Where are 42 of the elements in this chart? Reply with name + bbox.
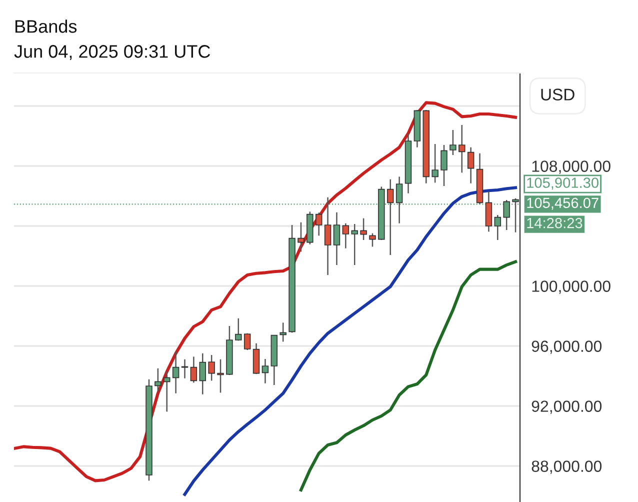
line-series xyxy=(299,260,518,492)
line-series xyxy=(183,186,518,496)
candlestick xyxy=(252,342,260,375)
candlestick xyxy=(458,124,466,174)
candlestick xyxy=(154,368,162,392)
candlestick xyxy=(164,370,170,412)
candlestick xyxy=(172,351,180,394)
candlestick xyxy=(485,191,492,232)
candlestick xyxy=(494,214,502,241)
text: 105,901.30 xyxy=(527,178,598,190)
candlestick xyxy=(199,352,206,395)
candlestick xyxy=(262,358,269,384)
candlestick xyxy=(315,212,322,236)
candlestick xyxy=(324,196,332,276)
candlestick xyxy=(342,222,350,249)
candlestick xyxy=(360,218,367,241)
candlestick xyxy=(235,318,242,342)
candlestick xyxy=(208,354,215,382)
candlestick xyxy=(432,143,438,184)
y-tick-label: 92,000.00 xyxy=(532,400,602,414)
y-tick-label: 96,000.00 xyxy=(532,340,602,354)
y-axis-title: USD xyxy=(541,88,574,100)
chart-title: BBands xyxy=(15,20,77,33)
candlestick xyxy=(190,356,198,384)
y-tick-label: 100,000.00 xyxy=(532,280,610,294)
candlestick xyxy=(280,322,286,342)
candlestick xyxy=(217,358,224,394)
candlestick xyxy=(387,178,394,256)
candlestick xyxy=(351,223,358,266)
candlestick xyxy=(298,222,304,252)
line-series xyxy=(14,101,518,482)
y-tick-label: 88,000.00 xyxy=(532,460,602,474)
chart-subtitle: Jun 04, 2025 09:31 UTC xyxy=(14,45,210,60)
candlestick xyxy=(369,232,376,248)
text: 14:28:23 xyxy=(527,218,582,228)
candlestick xyxy=(440,144,448,187)
y-tick-label: 108,000.00 xyxy=(532,160,610,174)
candlestick xyxy=(450,129,456,156)
candlestick xyxy=(333,212,340,266)
candlestick xyxy=(244,332,251,351)
candlestick xyxy=(467,146,474,184)
ref-line-label: 105,456.07 xyxy=(527,198,598,210)
